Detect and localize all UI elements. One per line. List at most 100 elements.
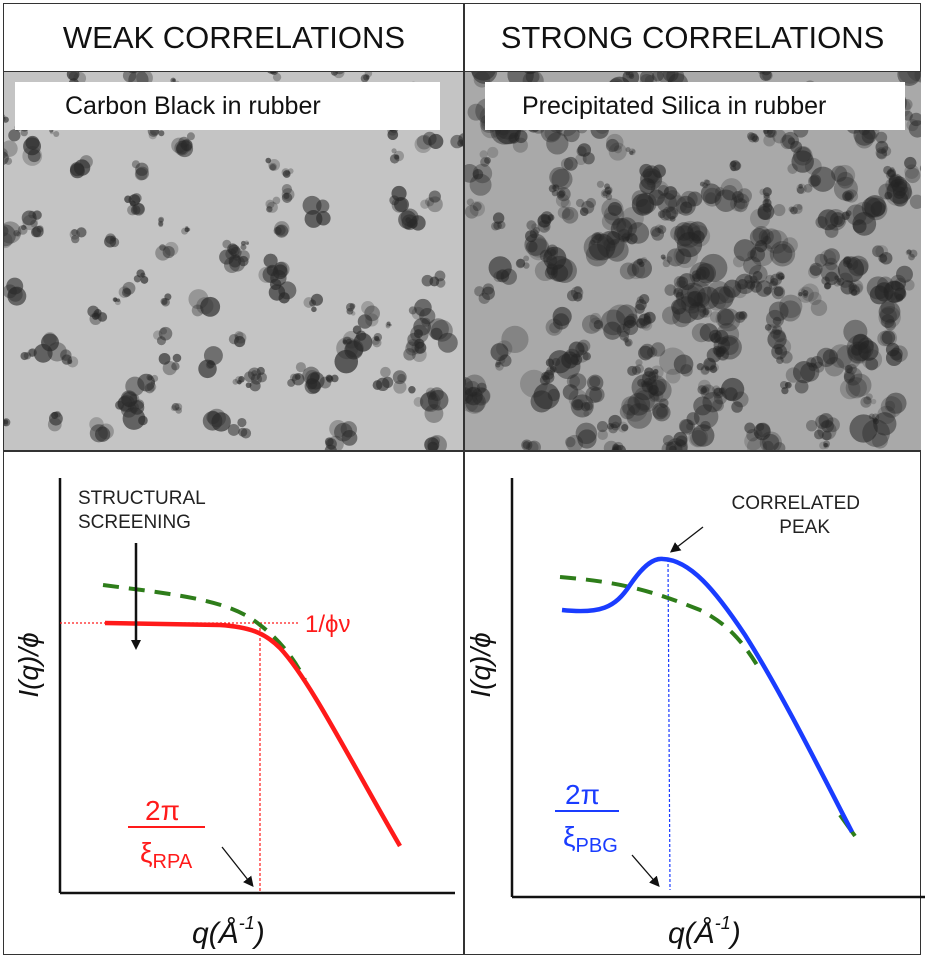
particle-aggregate [380, 366, 391, 378]
particle-aggregate [650, 342, 666, 357]
particle-aggregate [95, 426, 111, 442]
particle-aggregate [413, 317, 431, 336]
particle-aggregate [316, 199, 330, 213]
particle-aggregate [659, 209, 672, 221]
particle-aggregate [164, 241, 179, 257]
particle-aggregate [762, 440, 774, 450]
particle-aggregate [763, 204, 770, 212]
particle-aggregate [311, 306, 317, 313]
particle-aggregate [717, 308, 741, 332]
particle-aggregate [206, 410, 220, 425]
particle-aggregate [762, 202, 773, 213]
particle-aggregate [875, 140, 889, 154]
particle-aggregate [779, 294, 803, 318]
particle-aggregate [862, 419, 890, 448]
particle-aggregate [762, 187, 772, 197]
particle-aggregate [773, 329, 786, 343]
particle-aggregate [818, 413, 834, 429]
particle-aggregate [706, 347, 722, 363]
particle-aggregate [779, 300, 801, 322]
particle-aggregate [552, 357, 561, 367]
particle-aggregate [234, 335, 246, 348]
particle-aggregate [638, 345, 653, 361]
particle-aggregate [302, 366, 321, 385]
particle-aggregate [191, 304, 204, 317]
particle-aggregate [552, 184, 560, 192]
particle-aggregate [675, 435, 688, 448]
particle-aggregate [883, 165, 892, 175]
particle-aggregate [516, 258, 526, 268]
particle-aggregate [497, 220, 506, 230]
particle-aggregate [814, 429, 824, 440]
particle-aggregate [465, 391, 486, 413]
particle-aggregate [662, 206, 677, 221]
particle-aggregate [552, 313, 570, 330]
particle-aggregate [763, 134, 776, 147]
particle-aggregate [845, 210, 852, 217]
particle-aggregate [756, 422, 765, 431]
particle-aggregate [584, 401, 593, 411]
particle-aggregate [376, 377, 390, 392]
particle-aggregate [647, 378, 672, 403]
particle-aggregate [673, 354, 694, 375]
particle-aggregate [784, 382, 791, 388]
particle-aggregate [652, 164, 666, 178]
particle-aggregate [4, 221, 22, 244]
particle-aggregate [171, 362, 180, 371]
particle-aggregate [589, 387, 605, 403]
particle-aggregate [130, 205, 141, 215]
header-weak-correlations: WEAK CORRELATIONS [62, 20, 406, 55]
particle-aggregate [768, 280, 778, 290]
particle-aggregate [324, 444, 337, 450]
particle-aggregate [587, 374, 604, 391]
particle-aggregate [20, 351, 29, 361]
particle-aggregate [626, 263, 640, 277]
particle-aggregate [819, 441, 827, 450]
particle-aggregate [906, 119, 919, 132]
particle-aggregate [122, 72, 137, 83]
particle-aggregate [611, 421, 620, 431]
particle-aggregate [636, 258, 643, 265]
particle-aggregate [306, 371, 325, 390]
particle-aggregate [693, 292, 710, 308]
particle-aggregate [668, 195, 688, 215]
particle-aggregate [4, 157, 13, 165]
particle-aggregate [877, 405, 896, 425]
particle-aggregate [762, 433, 780, 450]
particle-aggregate [746, 436, 768, 450]
particle-aggregate [894, 176, 905, 186]
particle-aggregate [640, 319, 653, 331]
particle-aggregate [651, 402, 669, 420]
particle-aggregate [844, 189, 859, 203]
particle-aggregate [633, 385, 660, 413]
particle-aggregate [228, 333, 240, 345]
particle-aggregate [278, 292, 290, 304]
particle-aggregate [596, 180, 604, 188]
particle-aggregate [839, 378, 861, 400]
particle-aggregate [4, 232, 13, 249]
particle-aggregate [131, 160, 140, 169]
particle-aggregate [697, 385, 707, 395]
particle-aggregate [49, 130, 54, 135]
particle-aggregate [750, 280, 763, 293]
particle-aggregate [589, 376, 601, 388]
particle-aggregate [421, 274, 434, 287]
particle-aggregate [586, 197, 597, 208]
particle-aggregate [340, 421, 357, 438]
particle-aggregate [109, 237, 120, 248]
particle-aggregate [198, 359, 217, 379]
particle-aggregate [619, 403, 636, 420]
particle-aggregate [53, 131, 60, 138]
particle-aggregate [904, 167, 921, 184]
particle-aggregate [759, 72, 772, 81]
column-divider [463, 3, 465, 955]
particle-aggregate [373, 332, 383, 342]
particle-aggregate [158, 216, 164, 223]
particle-aggregate [162, 246, 175, 259]
particle-aggregate [33, 343, 53, 363]
particle-aggregate [759, 431, 782, 450]
particle-aggregate [465, 204, 479, 219]
particle-aggregate [765, 274, 775, 284]
particle-aggregate [822, 349, 838, 365]
particle-aggregate [158, 352, 171, 365]
